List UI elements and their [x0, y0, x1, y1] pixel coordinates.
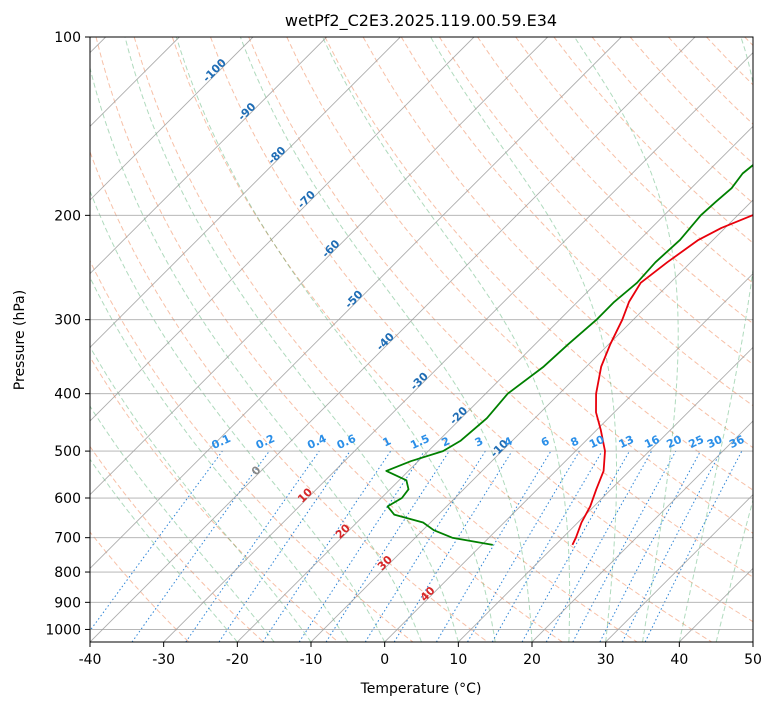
mixing-ratio-label: 20 — [664, 433, 684, 451]
mixing-ratio-label: 3 — [473, 434, 485, 449]
x-tick-label: -10 — [300, 652, 323, 668]
dry-adiabat — [707, 37, 775, 642]
isotherm-label: -60 — [319, 237, 342, 260]
isotherm-label-red: 10 — [295, 485, 315, 505]
moist-adiabat — [323, 37, 570, 642]
dry-adiabat — [668, 37, 775, 642]
moist-adiabat — [125, 37, 458, 642]
mixing-ratio-label: 0.6 — [335, 432, 358, 452]
mixing-ratio-label: 0.2 — [254, 432, 277, 452]
isotherm-line — [679, 37, 775, 642]
x-axis-label: Temperature (°C) — [360, 681, 482, 697]
mixing-ratio-label: 0.4 — [305, 432, 328, 452]
y-tick-label: 900 — [54, 595, 81, 611]
x-tick-label: 10 — [449, 652, 467, 668]
mixing-ratio-line — [326, 451, 449, 642]
mixing-ratio-line — [82, 451, 223, 642]
isotherm-label: -70 — [295, 188, 318, 211]
mixing-ratio-line — [573, 451, 676, 642]
mixing-ratio-label: 30 — [705, 433, 725, 451]
isotherm-label: -40 — [374, 330, 397, 353]
y-tick-label: 600 — [54, 491, 81, 507]
mixing-ratio-label: 0.1 — [210, 432, 233, 452]
y-tick-label: 300 — [54, 313, 81, 329]
x-tick-label: -20 — [226, 652, 249, 668]
isotherm-label-red: 20 — [333, 521, 353, 541]
y-tick-label: 400 — [54, 387, 81, 403]
moist-adiabat — [176, 37, 495, 642]
mixing-ratio-label: 13 — [617, 433, 636, 451]
x-tick-label: 20 — [523, 652, 541, 668]
isotherm-line — [0, 37, 253, 642]
dry-adiabat — [58, 37, 488, 642]
mixing-ratio-label: 36 — [727, 433, 747, 451]
isotherm-line — [753, 37, 775, 642]
moist-adiabat — [0, 37, 311, 642]
y-tick-label: 800 — [54, 565, 81, 581]
y-tick-label: 200 — [54, 208, 81, 224]
mixing-ratio-label: 6 — [539, 434, 552, 449]
dry-adiabat — [0, 37, 338, 642]
isotherm-line — [458, 37, 775, 642]
y-tick-label: 100 — [54, 30, 81, 46]
isotherm-line — [16, 37, 621, 642]
mixing-ratio-label: 16 — [642, 433, 662, 451]
dry-adiabat — [745, 37, 775, 642]
y-axis-label: Pressure (hPa) — [12, 290, 28, 390]
moist-adiabat — [83, 37, 422, 642]
plot-frame — [90, 37, 753, 642]
x-tick-label: 30 — [597, 652, 615, 668]
moist-adiabat — [679, 37, 760, 642]
mixing-ratio-line — [263, 451, 391, 642]
isotherm-line — [0, 37, 474, 642]
dry-adiabat — [0, 37, 264, 642]
isotherm-line — [0, 37, 400, 642]
moist-adiabat — [0, 37, 237, 642]
dry-adiabat — [0, 37, 189, 642]
x-tick-label: 0 — [380, 652, 389, 668]
mixing-ratio-line — [600, 451, 701, 642]
isotherm-line — [0, 37, 327, 642]
moist-adiabat — [575, 37, 679, 642]
isotherm-label: -50 — [342, 288, 365, 311]
chart-title: wetPf2_C2E3.2025.119.00.59.E34 — [285, 11, 557, 31]
isotherm-label: -30 — [408, 370, 431, 393]
line-labels: -100-90-80-70-60-50-40-30-20-10102030400… — [200, 56, 747, 604]
mixing-ratio-line — [622, 451, 721, 642]
isotherm-label: -20 — [447, 404, 470, 427]
moist-adiabat — [0, 37, 274, 642]
x-tick-label: -40 — [79, 652, 102, 668]
isotherm-line — [0, 37, 548, 642]
isotherm-line — [237, 37, 775, 642]
isotherm-line — [385, 37, 775, 642]
y-tick-label: 500 — [54, 444, 81, 460]
x-tick-label: -30 — [152, 652, 175, 668]
dry-adiabat — [592, 37, 775, 642]
mixing-ratio-label: 1.5 — [408, 432, 431, 452]
dry-adiabat — [20, 37, 413, 642]
temperature-line — [572, 37, 775, 545]
moist-adiabat — [716, 37, 775, 642]
isotherm-label: -100 — [200, 56, 229, 85]
mixing-ratio-label: 25 — [687, 433, 706, 451]
mixing-ratio-line — [468, 451, 580, 642]
isotherm-label: -80 — [265, 144, 288, 167]
moist-adiabat — [17, 37, 348, 642]
mixing-ratio-line — [436, 451, 551, 642]
y-tick-label: 700 — [54, 531, 81, 547]
x-tick-label: 40 — [670, 652, 688, 668]
y-tick-label: 1000 — [45, 622, 81, 638]
x-tick-label: 50 — [744, 652, 762, 668]
